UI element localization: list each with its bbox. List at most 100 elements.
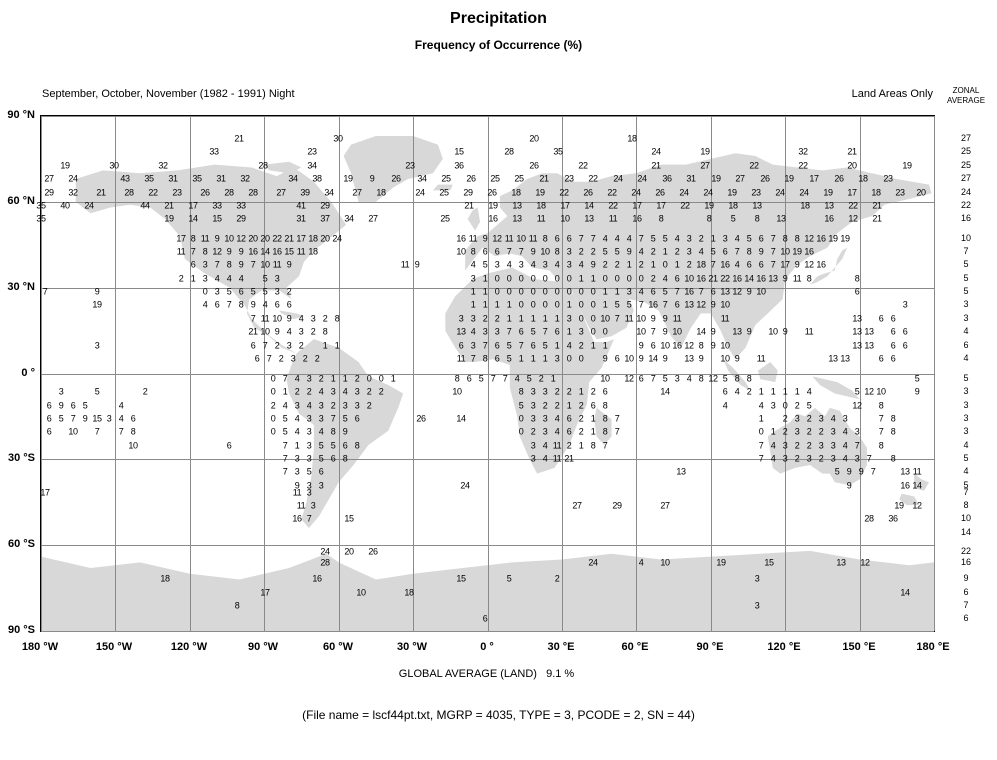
- data-value: 9: [238, 259, 244, 270]
- data-value: 6: [482, 246, 488, 257]
- data-value: 7: [878, 413, 884, 424]
- data-value: 3: [782, 440, 788, 451]
- data-value: 4: [614, 233, 620, 244]
- data-value: 11: [672, 313, 682, 324]
- data-value: 1: [602, 340, 608, 351]
- data-value: 4: [506, 259, 512, 270]
- data-value: 0: [566, 273, 572, 284]
- data-value: 18: [511, 187, 521, 198]
- data-value: 9: [698, 353, 704, 364]
- data-value: 7: [638, 299, 644, 310]
- data-value: 13: [720, 286, 730, 297]
- data-value: 8: [754, 213, 760, 224]
- data-value: 3: [494, 326, 500, 337]
- data-value: 29: [320, 200, 330, 211]
- data-value: 14: [260, 246, 270, 257]
- data-value: 17: [780, 259, 790, 270]
- data-value: 1: [770, 386, 776, 397]
- data-value: 4: [262, 299, 268, 310]
- data-value: 2: [378, 386, 384, 397]
- data-value: 5: [318, 440, 324, 451]
- data-value: 6: [466, 373, 472, 384]
- data-value: 0: [518, 299, 524, 310]
- data-value: 3: [854, 426, 860, 437]
- data-value: 11: [176, 246, 186, 257]
- data-value: 13: [840, 353, 850, 364]
- continent-eurasia: [465, 153, 932, 360]
- data-value: 4: [202, 299, 208, 310]
- data-value: 7: [250, 259, 256, 270]
- data-value: 0: [518, 273, 524, 284]
- data-value: 9: [782, 326, 788, 337]
- data-value: 10: [672, 326, 682, 337]
- data-value: 7: [70, 413, 76, 424]
- data-value: 6: [902, 340, 908, 351]
- data-value: 3: [106, 413, 112, 424]
- data-value: 32: [68, 187, 78, 198]
- data-value: 20: [916, 187, 926, 198]
- data-value: 9: [294, 480, 300, 491]
- data-value: 10: [684, 273, 694, 284]
- data-value: 7: [214, 259, 220, 270]
- data-value: 2: [746, 386, 752, 397]
- data-value: 9: [846, 466, 852, 477]
- data-value: 5: [614, 246, 620, 257]
- data-value: 6: [890, 313, 896, 324]
- data-value: 9: [710, 299, 716, 310]
- data-value: 3: [530, 453, 536, 464]
- data-value: 4: [530, 259, 536, 270]
- data-value: 4: [282, 400, 288, 411]
- data-value: 24: [320, 546, 330, 557]
- data-value: 11: [400, 259, 410, 270]
- data-value: 3: [686, 246, 692, 257]
- data-value: 28: [864, 513, 874, 524]
- data-value: 0: [590, 299, 596, 310]
- data-value: 15: [212, 213, 222, 224]
- data-value: 1: [758, 386, 764, 397]
- data-value: 2: [314, 353, 320, 364]
- data-value: 35: [36, 213, 46, 224]
- lon-tick-label: 120 °E: [767, 641, 801, 653]
- data-value: 11: [468, 233, 478, 244]
- data-value: 6: [614, 353, 620, 364]
- data-value: 19: [92, 299, 102, 310]
- data-value: 7: [578, 233, 584, 244]
- data-value: 25: [490, 173, 500, 184]
- data-value: 1: [470, 299, 476, 310]
- data-value: 8: [878, 440, 884, 451]
- data-value: 21: [464, 200, 474, 211]
- data-value: 6: [722, 386, 728, 397]
- grid-line-horizontal: [41, 459, 934, 460]
- zonal-average-value: 16: [960, 213, 971, 223]
- data-value: 21: [248, 326, 258, 337]
- data-value: 0: [578, 313, 584, 324]
- data-value: 4: [734, 259, 740, 270]
- data-value: 24: [637, 173, 647, 184]
- period-label: September, October, November (1982 - 199…: [42, 88, 295, 100]
- data-value: 40: [60, 200, 70, 211]
- data-value: 3: [494, 259, 500, 270]
- zonal-average-value: 25: [960, 160, 971, 170]
- data-value: 7: [734, 246, 740, 257]
- data-value: 8: [698, 340, 704, 351]
- data-value: 21: [651, 160, 661, 171]
- grid-line-vertical: [860, 116, 861, 631]
- data-value: 9: [214, 233, 220, 244]
- data-value: 13: [828, 353, 838, 364]
- data-value: 8: [794, 233, 800, 244]
- data-value: 11: [804, 326, 814, 337]
- data-value: 7: [330, 413, 336, 424]
- data-value: 0: [554, 299, 560, 310]
- data-value: 1: [602, 299, 608, 310]
- data-value: 6: [494, 246, 500, 257]
- data-value: 16: [684, 286, 694, 297]
- data-value: 19: [711, 173, 721, 184]
- data-value: 4: [578, 259, 584, 270]
- data-value: 16: [292, 513, 302, 524]
- data-value: 13: [836, 557, 846, 568]
- data-value: 7: [282, 440, 288, 451]
- data-value: 25: [514, 173, 524, 184]
- data-value: 9: [414, 259, 420, 270]
- data-value: 2: [578, 340, 584, 351]
- data-value: 18: [858, 173, 868, 184]
